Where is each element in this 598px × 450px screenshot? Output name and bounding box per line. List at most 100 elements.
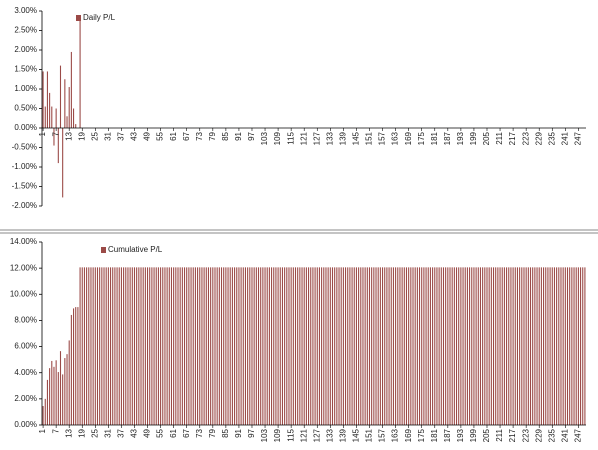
bar [114,267,116,425]
bar [360,267,362,425]
bar [66,116,68,128]
bar [57,128,59,164]
bar [373,267,375,425]
x-tick-label: 223 [521,131,530,145]
bar [397,267,399,425]
y-tick-label: 0.50% [14,104,37,113]
bar [112,267,114,425]
bar [44,398,46,425]
bar [151,267,153,425]
bar [508,267,510,425]
bar [403,267,405,425]
bar [560,267,562,425]
bar [96,267,99,425]
bar [284,267,286,425]
x-tick-label: 139 [338,428,347,442]
bar [79,18,81,128]
bar [162,267,164,425]
y-tick-label: 3.00% [14,6,37,15]
bar [62,374,64,425]
bar [569,267,571,425]
bar [423,267,425,425]
bar [236,267,238,425]
bar [355,267,357,425]
bar [536,267,538,425]
bar [264,267,266,425]
bar [340,267,342,425]
x-tick-label: 187 [443,428,452,442]
y-tick-label: 2.00% [14,394,37,403]
legend-swatch [101,247,106,253]
bar [244,267,246,425]
bar [473,267,475,425]
bar [279,267,281,425]
bar [120,267,122,425]
bar [73,308,75,425]
bar [68,340,70,425]
x-tick-label: 157 [378,131,387,145]
bar [445,267,447,425]
bar [203,267,205,425]
x-tick-label: 133 [325,428,334,442]
x-tick-label: 115 [286,428,295,441]
x-tick-label: 205 [482,131,491,145]
bar [201,267,203,425]
bar [549,267,551,425]
bar [329,267,331,425]
bar [558,267,560,425]
x-tick-label: 49 [143,428,152,437]
bar [399,267,401,425]
bar [334,267,336,425]
bar [523,267,525,425]
bar [257,267,260,425]
bar [384,267,386,425]
bar [75,307,77,425]
y-tick-label: -1.50% [12,182,37,191]
bar [160,267,162,425]
bar [521,267,523,425]
x-tick-label: 169 [404,428,413,442]
bar [392,267,394,425]
x-tick-label: 7 [51,131,60,136]
x-tick-label: 43 [130,428,139,437]
bar [347,267,349,425]
bar [440,267,442,425]
bar [110,267,112,425]
x-tick-label: 199 [469,131,478,145]
bar [514,267,516,425]
bar [388,267,390,425]
bar [46,71,48,128]
bar [190,267,192,425]
x-tick-label: 199 [469,428,478,442]
bar [442,267,445,425]
bar [386,267,388,425]
bar [529,267,532,425]
bar [253,267,255,425]
bar [412,267,414,425]
bar [90,267,92,425]
bar [410,267,412,425]
bar [168,267,170,425]
bar [142,267,144,425]
bar [362,267,364,425]
bar [223,267,225,425]
bar [575,267,577,425]
bar [210,267,212,425]
bar [181,267,183,425]
bar [59,351,62,425]
bar [375,267,377,425]
bar [103,267,105,425]
bar [294,267,297,425]
bar [192,267,194,425]
bar [323,267,325,425]
x-tick-label: 145 [352,428,361,442]
bar [199,267,201,425]
bar [123,267,125,425]
x-tick-label: 55 [156,428,165,437]
bar [453,267,455,425]
x-tick-label: 223 [521,428,530,442]
bar [247,267,249,425]
bar [70,51,72,129]
bar [271,267,273,425]
bar [584,267,586,425]
